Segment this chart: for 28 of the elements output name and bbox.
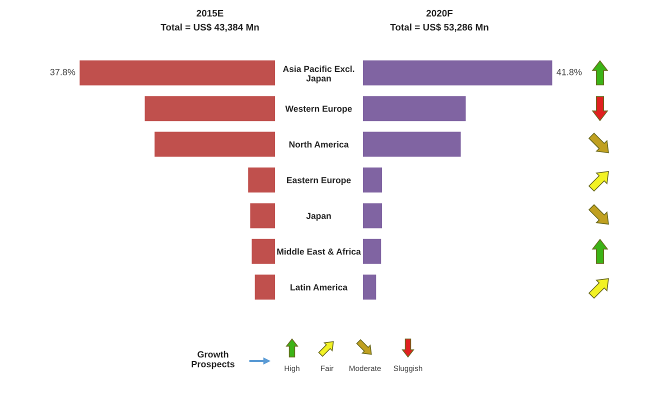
y-tick-label: Latin America xyxy=(290,284,348,290)
data-label: 37.8% xyxy=(50,68,76,76)
bar xyxy=(363,96,466,122)
bar xyxy=(363,168,382,192)
chart-subtitle: Total = US$ 53,286 Mn xyxy=(390,23,488,32)
bar xyxy=(363,274,376,300)
bar xyxy=(363,203,382,228)
y-tick-label: Asia Pacific Excl. Japan xyxy=(282,66,354,84)
y-tick-label: Eastern Europe xyxy=(287,177,351,185)
bar xyxy=(252,238,275,264)
bar xyxy=(250,203,275,228)
bar xyxy=(248,168,275,192)
bar xyxy=(363,132,461,157)
bar xyxy=(80,60,275,86)
y-tick-label: Japan xyxy=(306,212,331,221)
bar xyxy=(363,238,382,264)
bar xyxy=(154,132,275,157)
bar xyxy=(363,60,552,86)
chart-subtitle: Total = US$ 43,384 Mn xyxy=(160,23,259,32)
text: Growth Prospects xyxy=(192,350,234,370)
bar xyxy=(254,274,275,300)
y-tick-label: Western Europe xyxy=(285,106,352,114)
y-tick-label: North America xyxy=(289,141,349,148)
y-tick-label: Middle East & Africa xyxy=(277,248,361,255)
bar xyxy=(144,96,275,122)
data-label: 41.8% xyxy=(556,68,582,76)
chart-title: 2020F xyxy=(426,10,453,17)
chart-title: 2015E xyxy=(196,10,224,17)
